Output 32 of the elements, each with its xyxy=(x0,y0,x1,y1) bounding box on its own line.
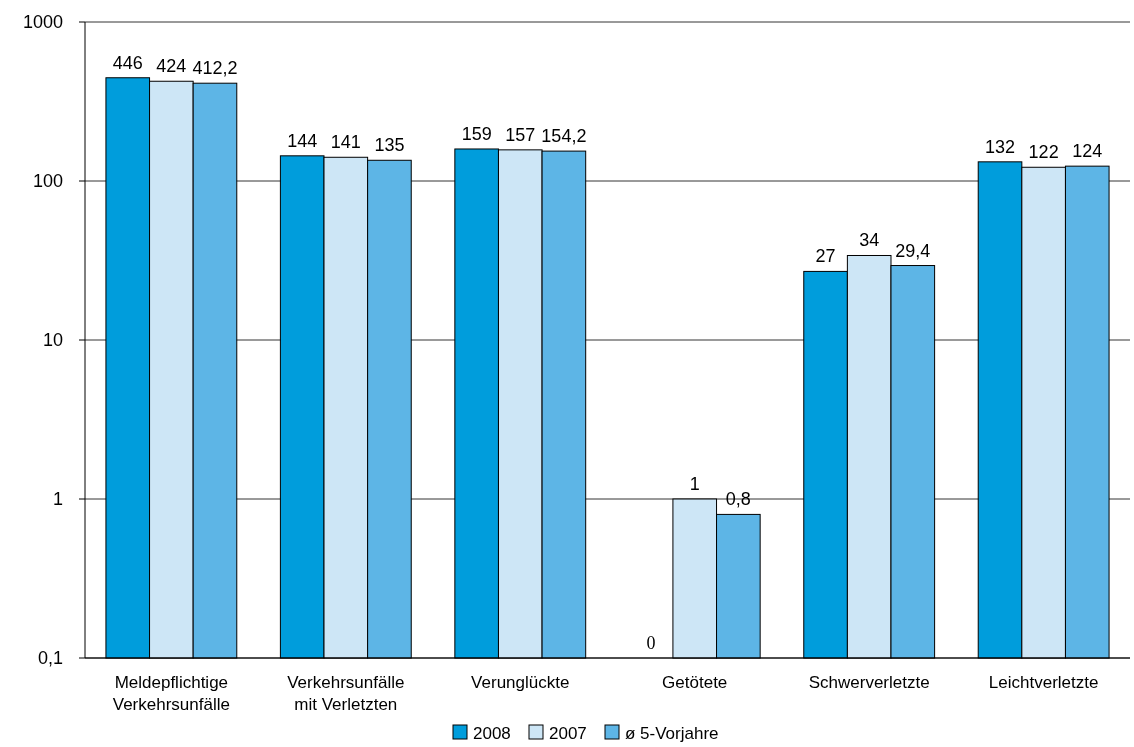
data-label: 157 xyxy=(505,124,536,145)
data-label: 122 xyxy=(1028,142,1059,163)
data-label: 124 xyxy=(1072,141,1103,162)
y-tick-label: 1 xyxy=(52,489,63,509)
data-label: 159 xyxy=(461,123,492,144)
legend-label: ø 5-Vorjahre xyxy=(625,724,719,743)
data-label: 141 xyxy=(330,132,361,153)
data-label: 1 xyxy=(689,474,700,494)
x-tick-label: Getötete xyxy=(662,673,728,692)
y-tick-label: 0,1 xyxy=(37,648,63,668)
x-tick-label: Meldepflichtige Verkehrsunfälle xyxy=(112,673,230,714)
data-label: 424 xyxy=(156,56,187,77)
data-label: 27 xyxy=(815,246,836,267)
legend-label: 2007 xyxy=(549,724,587,743)
legend-label: 2008 xyxy=(473,724,511,743)
data-label: 144 xyxy=(287,130,318,151)
text: 0 xyxy=(646,633,656,653)
data-label: 154,2 xyxy=(541,126,587,147)
y-tick-label: 1000 xyxy=(22,12,63,32)
data-label: 135 xyxy=(374,135,405,156)
data-label: 446 xyxy=(112,52,143,73)
data-label: 412,2 xyxy=(192,58,238,79)
data-label: 132 xyxy=(985,136,1016,157)
data-label: 0,8 xyxy=(725,489,751,510)
data-label: 29,4 xyxy=(895,240,931,261)
x-tick-label: Verunglückte xyxy=(471,673,570,692)
y-tick-label: 10 xyxy=(42,330,63,350)
x-tick-label: Verkehrsunfälle mit Verletzten xyxy=(287,673,405,714)
x-tick-label: Leichtverletzte xyxy=(988,673,1099,692)
data-label: 34 xyxy=(859,230,880,251)
y-tick-label: 100 xyxy=(32,171,63,191)
x-tick-label: Schwerverletzte xyxy=(808,673,930,692)
